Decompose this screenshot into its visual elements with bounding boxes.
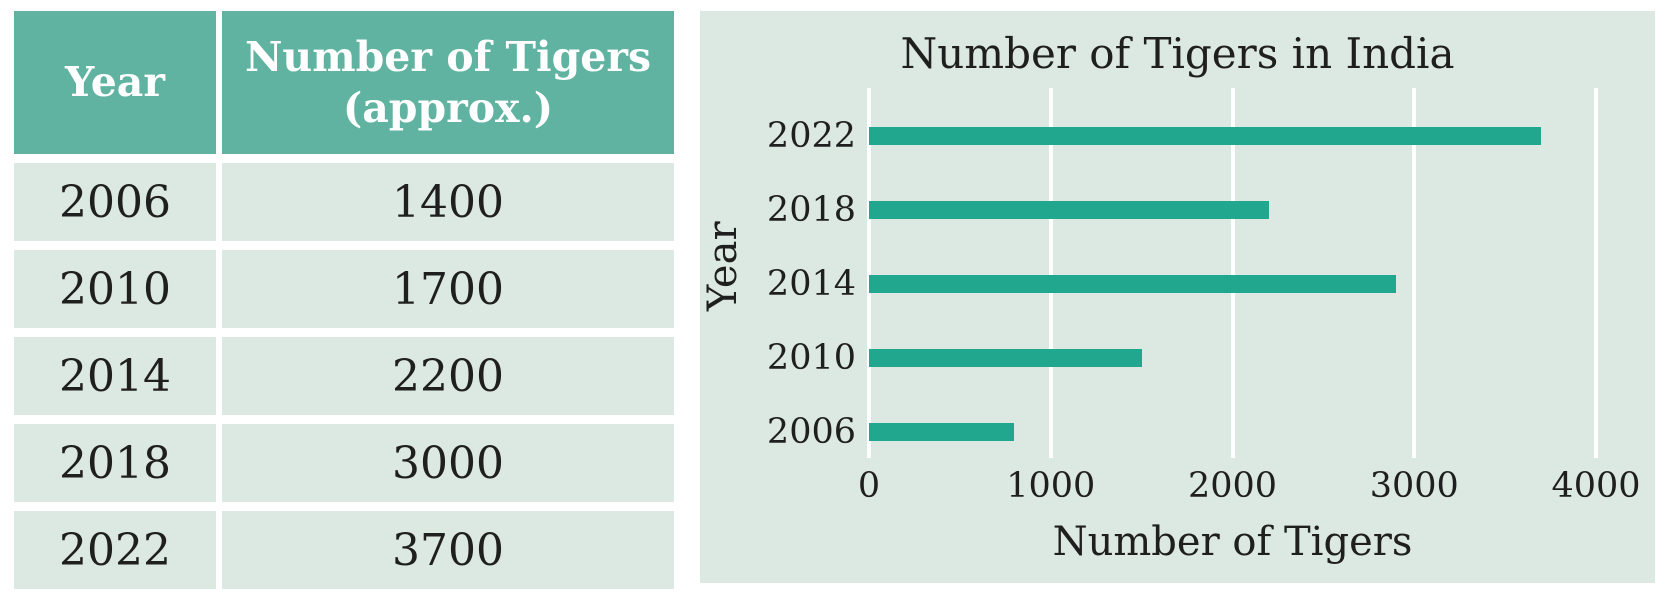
gridline <box>1230 88 1235 458</box>
bar-row-2018: 2018 <box>767 162 1655 236</box>
bar-2022 <box>869 127 1542 145</box>
y-tick-label: 2006 <box>766 412 856 452</box>
bar-row-2006: 2006 <box>767 384 1655 458</box>
table-cell-year: 2014 <box>14 337 216 415</box>
table-cell-year: 2022 <box>14 511 216 589</box>
table-header-tigers: Number of Tigers (approx.) <box>222 11 674 154</box>
bar-row-2010: 2010 <box>767 310 1655 384</box>
bar-2010 <box>869 349 1142 367</box>
y-axis-label: Year <box>700 221 746 311</box>
bar-2018 <box>869 201 1269 219</box>
bar-row-2022: 2022 <box>767 88 1655 162</box>
gridline <box>867 88 871 458</box>
x-tick-label: 3000 <box>1369 466 1459 506</box>
x-axis-ticks: 0 1000 2000 3000 4000 <box>700 466 1655 510</box>
tiger-data-table: Year Number of Tigers (approx.) 2006 1400… <box>14 11 674 589</box>
chart-title: Number of Tigers in India <box>900 29 1455 78</box>
x-tick-label: 4000 <box>1551 466 1641 506</box>
x-tick-label: 0 <box>857 466 881 506</box>
gridline <box>1594 88 1598 458</box>
tiger-bar-chart: Number of Tigers in India Year 2022 2018 2… <box>700 11 1655 583</box>
bar-2006 <box>869 423 1015 441</box>
gridline <box>1412 88 1417 458</box>
plot-area: 2022 2018 2014 2010 2006 <box>767 88 1655 458</box>
table-cell-year: 2006 <box>14 163 216 241</box>
table-cell-tigers: 3700 <box>222 511 674 589</box>
y-tick-label: 2010 <box>766 338 856 378</box>
table-cell-year: 2018 <box>14 424 216 502</box>
bar-row-2014: 2014 <box>767 236 1655 310</box>
x-tick-label: 1000 <box>1006 466 1096 506</box>
y-tick-label: 2022 <box>766 116 856 156</box>
y-tick-label: 2014 <box>766 264 856 304</box>
bar-group: 2022 2018 2014 2010 2006 <box>767 88 1655 458</box>
bar-2014 <box>869 275 1397 293</box>
x-axis-label: Number of Tigers <box>1052 519 1413 565</box>
x-tick-label: 2000 <box>1187 466 1278 506</box>
table-cell-tigers: 1700 <box>222 250 674 328</box>
table-cell-tigers: 3000 <box>222 424 674 502</box>
table-cell-year: 2010 <box>14 250 216 328</box>
gridline <box>1048 88 1053 458</box>
y-tick-label: 2018 <box>766 190 856 230</box>
table-cell-tigers: 2200 <box>222 337 674 415</box>
table-header-year: Year <box>14 11 216 154</box>
table-cell-tigers: 1400 <box>222 163 674 241</box>
